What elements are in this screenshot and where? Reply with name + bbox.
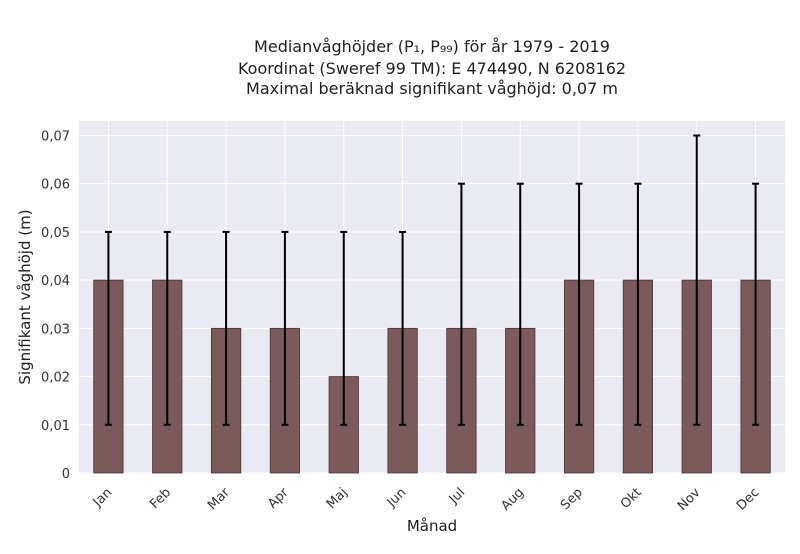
x-tick-label: Dec xyxy=(734,485,762,513)
error-bar-feb xyxy=(163,230,171,426)
y-axis-ticks: 0 0,01 0,02 0,03 0,04 0,05 0,06 0,07 xyxy=(41,129,70,482)
x-tick-label: Apr xyxy=(265,485,292,512)
y-tick-label: 0,07 xyxy=(41,129,70,144)
error-bars xyxy=(104,134,760,426)
x-tick-label: Mar xyxy=(205,485,233,513)
x-tick-label: Jan xyxy=(90,485,115,510)
chart-title-line-2: Koordinat (Sweref 99 TM): E 474490, N 62… xyxy=(238,59,626,78)
y-tick-label: 0,04 xyxy=(41,274,70,289)
x-tick-label: Jun xyxy=(384,485,410,511)
x-tick-label: Nov xyxy=(675,485,704,514)
chart-title-line-3: Maximal beräknad signifikant våghöjd: 0,… xyxy=(246,79,618,98)
y-tick-label: 0,05 xyxy=(41,226,70,241)
error-bar-dec xyxy=(752,182,760,426)
x-tick-label: Sep xyxy=(558,485,586,513)
error-bar-jan xyxy=(104,230,112,426)
error-bar-mar xyxy=(222,230,230,426)
error-bar-maj xyxy=(340,230,348,426)
x-axis-label: Månad xyxy=(407,517,457,535)
error-bar-jul xyxy=(457,182,465,426)
y-tick-label: 0,06 xyxy=(41,178,70,193)
y-tick-label: 0,01 xyxy=(41,419,70,434)
chart-title-line-1: Medianvåghöjder (P₁, P₉₉) för år 1979 - … xyxy=(254,37,610,56)
y-axis-label: Signifikant våghöjd (m) xyxy=(16,209,34,384)
y-tick-label: 0,02 xyxy=(41,371,70,386)
chart-title: Medianvåghöjder (P₁, P₉₉) för år 1979 - … xyxy=(238,37,626,98)
error-bar-sep xyxy=(575,182,583,426)
error-bar-apr xyxy=(281,230,289,426)
x-axis-ticks: Jan Feb Mar Apr Maj Jun Jul Aug Sep Okt Nov Dec xyxy=(90,485,763,514)
error-bar-okt xyxy=(634,182,642,426)
y-tick-label: 0,03 xyxy=(41,322,70,337)
x-tick-label: Okt xyxy=(618,485,645,512)
error-bar-aug xyxy=(516,182,524,426)
x-tick-label: Aug xyxy=(499,485,528,514)
plot-area xyxy=(79,121,785,473)
y-tick-label: 0 xyxy=(62,467,70,482)
x-tick-label: Jul xyxy=(446,485,468,507)
x-tick-label: Maj xyxy=(324,485,351,512)
error-bar-nov xyxy=(693,134,701,426)
error-bar-jun xyxy=(399,230,407,426)
x-tick-label: Feb xyxy=(147,485,174,512)
